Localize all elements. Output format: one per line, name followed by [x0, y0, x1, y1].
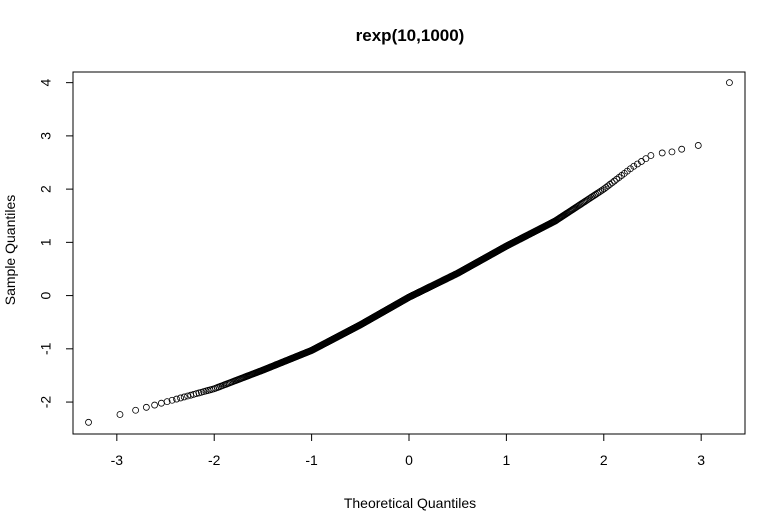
data-point [606, 180, 614, 188]
x-tick-label: -1 [305, 452, 318, 468]
x-tick-label: 1 [502, 452, 510, 468]
data-point [597, 187, 605, 195]
data-point [157, 399, 165, 407]
y-tick-label: -2 [38, 396, 54, 409]
data-point [694, 142, 702, 149]
data-points [85, 79, 733, 426]
y-tick-label: 0 [38, 291, 54, 299]
data-point [173, 395, 180, 403]
x-axis: -3 -2 -1 0 1 2 3 [111, 433, 705, 468]
data-point [627, 165, 634, 173]
data-point [642, 155, 650, 163]
data-point [613, 175, 621, 183]
data-point [190, 390, 198, 398]
y-tick-label: 2 [38, 185, 54, 193]
data-point [168, 396, 176, 404]
data-point [595, 188, 603, 196]
x-tick-label: -3 [111, 452, 124, 468]
y-axis-title: Sample Quantiles [2, 195, 18, 306]
data-point [726, 79, 733, 87]
data-point [142, 403, 150, 411]
y-tick-label: -1 [38, 342, 54, 355]
y-tick-label: 4 [38, 79, 54, 87]
chart-title: rexp(10,1000) [356, 26, 465, 45]
data-point [180, 393, 188, 401]
data-point [116, 411, 124, 418]
data-point [610, 177, 618, 185]
y-tick-label: 3 [38, 132, 54, 140]
x-axis-title: Theoretical Quantiles [344, 495, 476, 511]
plot-frame [72, 71, 746, 435]
data-point [151, 401, 159, 409]
data-point [85, 418, 92, 426]
x-tick-label: 3 [697, 452, 705, 468]
x-tick-label: -2 [208, 452, 221, 468]
y-axis: -2 -1 0 1 2 3 4 [38, 79, 74, 409]
x-tick-label: 0 [405, 452, 413, 468]
data-point [647, 152, 655, 159]
x-tick-label: 2 [600, 452, 608, 468]
data-point [192, 390, 200, 398]
y-tick-label: 1 [38, 238, 54, 246]
data-point [184, 392, 191, 400]
data-point [177, 394, 184, 402]
data-point [132, 406, 140, 414]
data-point [630, 162, 638, 170]
data-point [658, 149, 666, 157]
data-point [163, 398, 171, 406]
data-point [608, 179, 616, 187]
data-point [668, 148, 676, 156]
data-point [678, 145, 686, 153]
